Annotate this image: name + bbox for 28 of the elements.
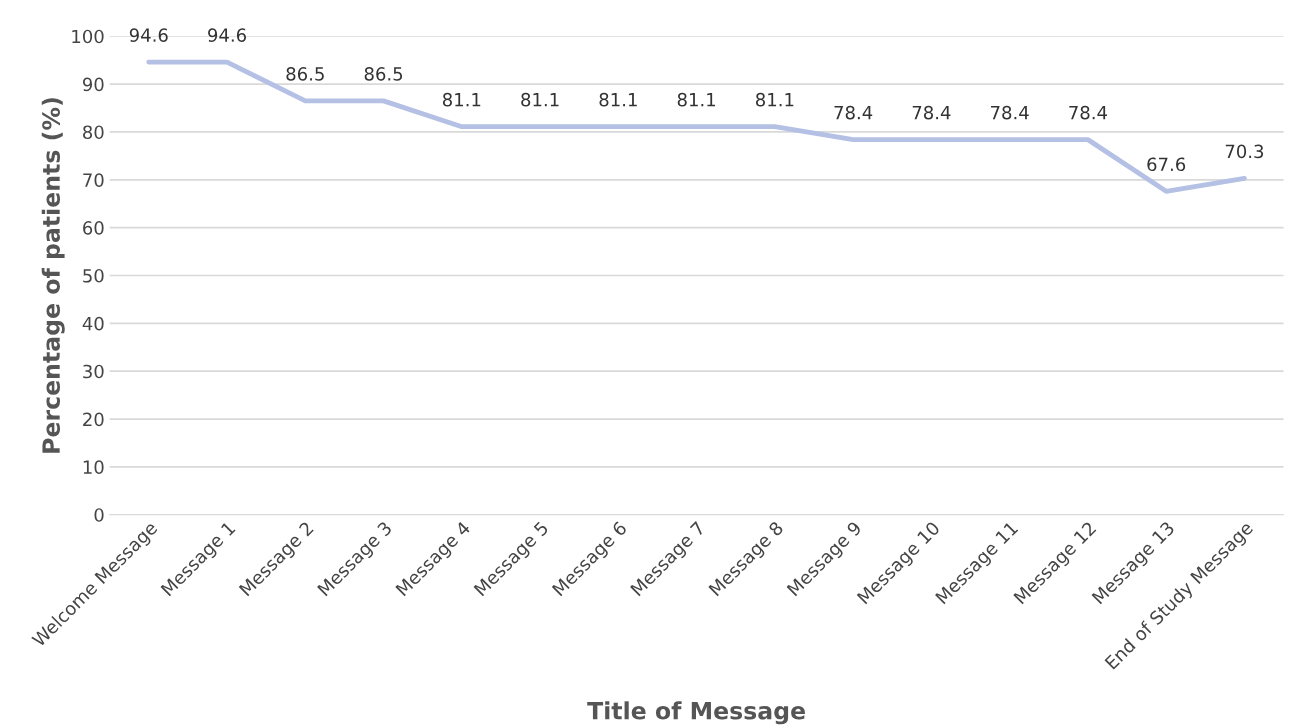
data-label: 94.6 [208, 28, 246, 42]
data-label: 81.1 [599, 92, 637, 107]
y-tick-label: 80 [83, 125, 104, 140]
data-label: 67.6 [1147, 157, 1186, 172]
y-tick-label: 10 [83, 460, 104, 475]
data-label: 78.4 [1069, 105, 1107, 120]
x-axis-title: Title of Message [587, 701, 805, 725]
data-label: 81.1 [442, 92, 481, 107]
y-tick-label: 90 [82, 77, 104, 92]
data-label: 81.1 [677, 92, 716, 107]
y-axis-title: Percentage of patients (%) [41, 98, 65, 453]
y-tick-label: 100 [72, 29, 104, 44]
data-label: 81.1 [521, 92, 559, 107]
data-label: 78.4 [912, 105, 951, 120]
y-tick-label: 40 [82, 316, 104, 331]
data-label: 86.5 [286, 67, 324, 81]
data-label: 86.5 [364, 67, 403, 81]
data-label: 70.3 [1225, 144, 1264, 159]
data-label: 78.4 [991, 105, 1029, 120]
y-tick-label: 30 [83, 364, 104, 379]
data-label: 81.1 [755, 92, 794, 107]
y-tick-label: 60 [83, 221, 104, 235]
y-tick-label: 20 [83, 412, 104, 427]
data-label: 94.6 [129, 28, 168, 42]
y-tick-label: 50 [83, 268, 104, 283]
data-label: 78.4 [834, 105, 873, 120]
y-tick-label: 70 [83, 173, 104, 187]
y-tick-label: 0 [94, 508, 104, 522]
